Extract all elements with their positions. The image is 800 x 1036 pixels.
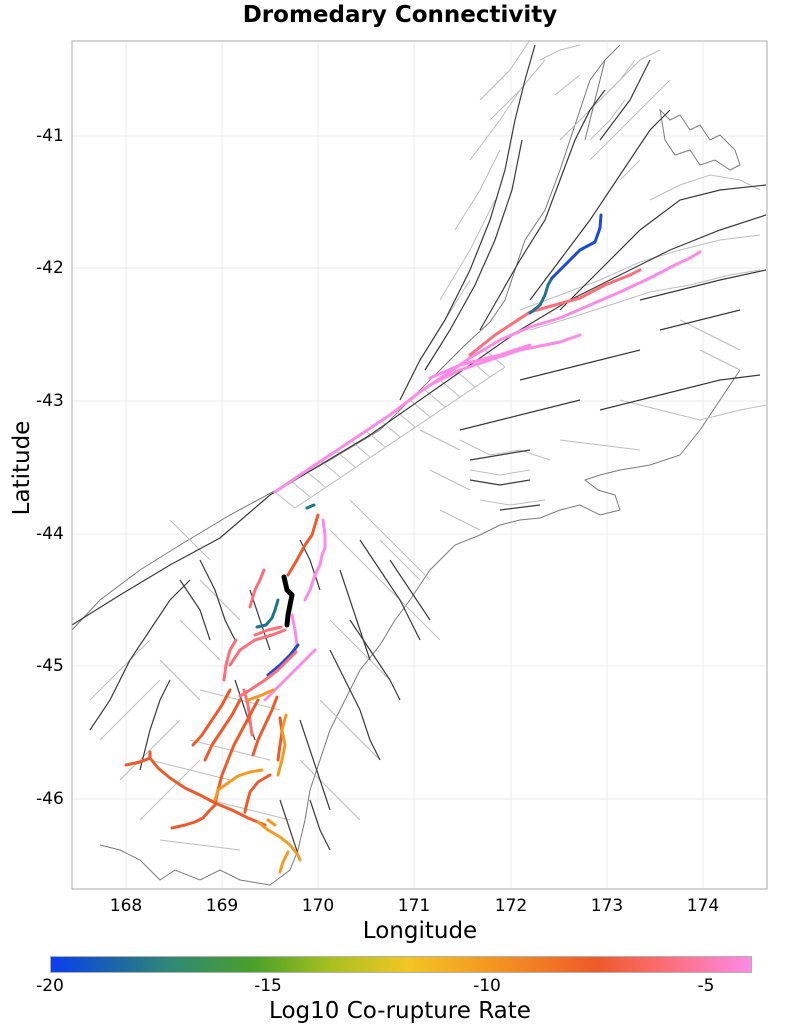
colorbar-label: Log10 Co-rupture Rate — [269, 998, 531, 1024]
north-teal-rupture — [528, 276, 554, 315]
colorbar-tick-label: -10 — [473, 976, 501, 996]
y-tick-label: -46 — [36, 789, 64, 809]
fault-subsections — [89, 39, 767, 851]
y-tick-label: -41 — [36, 126, 64, 146]
fault-traces — [71, 44, 767, 861]
colorbar-tick-label: -15 — [254, 976, 282, 996]
x-tick-label: 170 — [301, 896, 335, 916]
alpine-fault-rupture — [273, 250, 702, 494]
x-tick-label: 168 — [109, 896, 143, 916]
y-axis-label: Latitude — [9, 420, 35, 516]
y-tick-label: -42 — [36, 258, 64, 278]
x-tick-label: 169 — [205, 896, 239, 916]
x-tick-label: 173 — [590, 896, 624, 916]
x-tick-label: 172 — [494, 896, 528, 916]
y-tick-label: -44 — [36, 524, 64, 544]
plot-area — [72, 41, 767, 889]
hope-fault-rupture — [468, 268, 642, 357]
x-axis-label: Longitude — [362, 918, 478, 944]
y-tick-label: -45 — [36, 656, 64, 676]
plot-frame — [71, 40, 768, 890]
north-blue-rupture — [550, 213, 603, 280]
colorbar — [50, 956, 752, 973]
co-rupture-lines — [124, 213, 702, 874]
dromedary-fault — [281, 574, 295, 628]
colorbar-tick-label: -5 — [697, 976, 715, 996]
y-tick-label: -43 — [36, 391, 64, 411]
colorbar-tick-label: -20 — [36, 976, 64, 996]
chart-title: Dromedary Connectivity — [242, 2, 558, 28]
x-tick-label: 174 — [686, 896, 720, 916]
x-tick-label: 171 — [397, 896, 431, 916]
